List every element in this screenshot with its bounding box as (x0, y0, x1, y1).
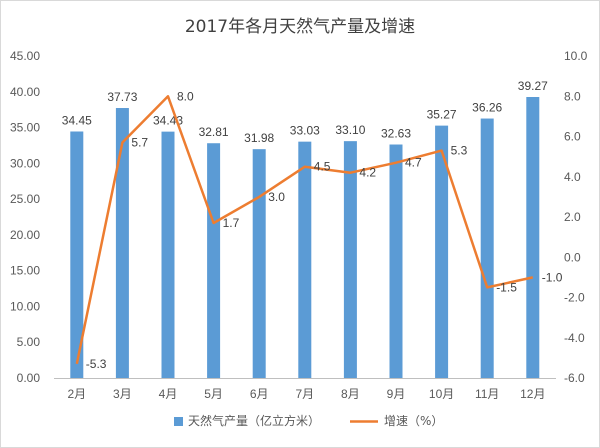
y-right-tick-label: 6.0 (564, 130, 581, 144)
x-tick-label: 7月 (295, 387, 314, 401)
y-left-tick-label: 20.00 (10, 228, 40, 242)
y-left-tick-label: 40.00 (10, 85, 40, 99)
y-right-tick-label: 2.0 (564, 210, 581, 224)
bar-data-label: 35.27 (427, 108, 457, 122)
bar-data-label: 39.27 (518, 79, 548, 93)
line-data-label: 8.0 (177, 89, 194, 103)
y-right-tick-label: -4.0 (564, 331, 585, 345)
y-right-tick-label: 8.0 (564, 89, 581, 103)
line-data-label: -5.3 (86, 357, 107, 371)
y-left-tick-label: 15.00 (10, 264, 40, 278)
y-left-tick-label: 25.00 (10, 192, 40, 206)
legend-label-production: 天然气产量（亿立方米） (188, 413, 320, 428)
y-right-tick-label: 0.0 (564, 250, 581, 264)
legend-label-growth: 增速（%） (384, 414, 443, 428)
y-left-tick-label: 45.00 (10, 49, 40, 63)
x-tick-label: 6月 (250, 387, 269, 401)
bar-data-label: 37.73 (107, 90, 137, 104)
y-left-tick-label: 35.00 (10, 121, 40, 135)
line-data-label: 1.7 (223, 216, 240, 230)
y-left-tick-label: 5.00 (17, 335, 41, 349)
bar-12月 (526, 97, 540, 378)
bar-2月 (70, 131, 84, 378)
bar-10月 (435, 125, 449, 378)
bar-7月 (298, 141, 312, 378)
bar-data-label: 32.81 (199, 125, 229, 139)
bar-data-label: 31.98 (244, 131, 274, 145)
y-right-tick-label: -2.0 (564, 291, 585, 305)
line-data-label: 5.3 (451, 144, 468, 158)
bar-9月 (389, 144, 403, 378)
x-tick-label: 4月 (159, 387, 178, 401)
bar-6月 (252, 149, 266, 378)
bar-3月 (115, 108, 129, 379)
bar-data-label: 36.26 (472, 101, 502, 115)
x-tick-label: 10月 (429, 387, 454, 401)
y-right-tick-label: 10.0 (564, 49, 588, 63)
x-tick-label: 9月 (387, 387, 406, 401)
chart-title: 2017年各月天然气产量及增速 (185, 17, 415, 37)
line-data-label: 3.0 (268, 190, 285, 204)
x-tick-label: 11月 (475, 387, 499, 401)
line-data-label: -1.5 (496, 280, 517, 294)
y-left-tick-label: 10.00 (10, 299, 40, 313)
line-data-label: 4.5 (314, 160, 331, 174)
y-left-tick-label: 30.00 (10, 156, 40, 170)
bar-data-label: 32.63 (381, 127, 411, 141)
bar-data-label: 33.10 (335, 123, 365, 137)
line-data-label: 4.7 (405, 156, 422, 170)
bar-data-label: 33.03 (290, 124, 320, 138)
x-tick-label: 3月 (113, 387, 132, 401)
x-tick-label: 5月 (204, 387, 223, 401)
bar-11月 (480, 118, 494, 379)
x-tick-label: 12月 (520, 387, 545, 401)
line-data-label: -1.0 (542, 270, 563, 284)
legend-swatch-production (174, 417, 183, 426)
y-right-tick-label: -6.0 (564, 371, 585, 385)
x-tick-label: 2月 (67, 387, 86, 401)
y-right-tick-label: 4.0 (564, 170, 581, 184)
line-data-label: 5.7 (131, 136, 148, 150)
line-data-label: 4.2 (359, 166, 376, 180)
x-tick-label: 8月 (341, 387, 360, 401)
bar-5月 (207, 143, 221, 378)
bar-8月 (343, 141, 357, 378)
bar-4月 (161, 131, 175, 378)
bar-data-label: 34.45 (62, 113, 92, 127)
y-left-tick-label: 0.00 (17, 371, 41, 385)
